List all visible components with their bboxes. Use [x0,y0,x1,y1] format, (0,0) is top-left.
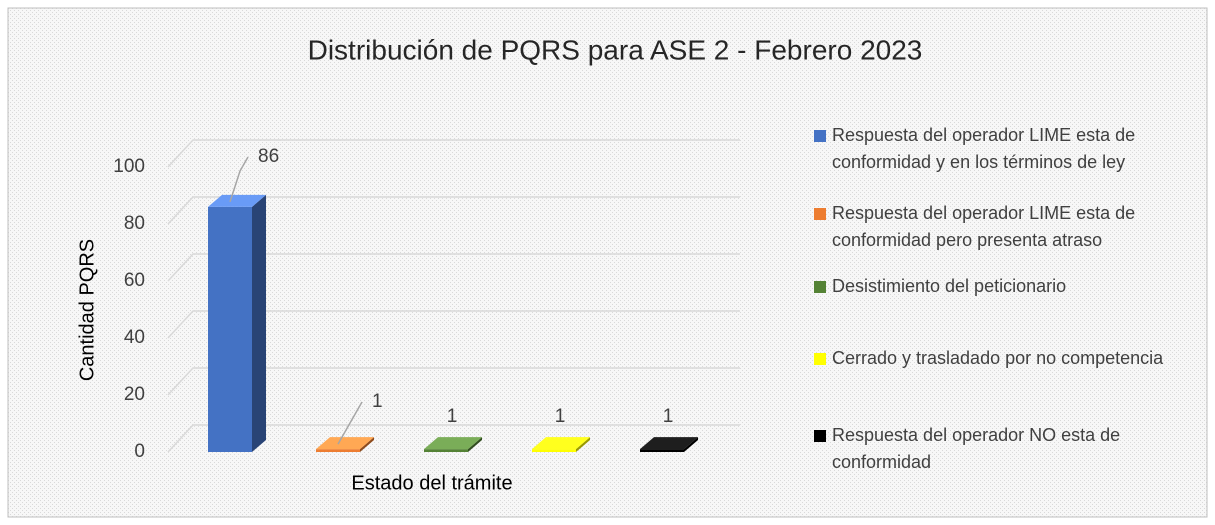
y-tick-label: 40 [124,327,145,348]
chart-title: Distribución de PQRS para ASE 2 - Febrer… [308,34,923,65]
y-tick-label: 80 [124,213,145,234]
data-label: 86 [258,146,279,167]
legend-swatch [814,430,826,442]
chart-background [7,7,1208,518]
data-label: 1 [663,406,674,427]
bar-side [576,437,590,452]
legend-item: Respuesta del operador NO esta de confor… [814,422,1204,476]
grid-line [167,367,740,396]
bar-side [360,437,374,452]
bar [316,449,360,452]
bar-side [684,437,698,452]
bar-side [252,194,266,452]
bar-top [640,437,698,450]
bar-side [468,437,482,452]
bar-top [208,194,266,207]
legend-label: Respuesta del operador NO esta de confor… [832,425,1121,472]
legend-label: Desistimiento del peticionario [832,276,1067,296]
y-tick-label: 20 [124,384,145,405]
grid-line [167,196,740,225]
legend-item: Respuesta del operador LIME esta de conf… [814,122,1204,176]
leader-line [229,156,249,203]
legend-item: Respuesta del operador LIME esta de conf… [814,200,1204,254]
bar [640,449,684,452]
legend-item: Cerrado y trasladado por no competencia [814,345,1204,372]
grid-line [167,310,740,339]
legend-swatch [814,208,826,220]
x-axis-label: Estado del trámite [351,472,512,494]
y-tick-label: 0 [134,441,145,462]
grid-line [167,253,740,282]
y-tick-label: 100 [113,156,145,177]
bar [424,449,468,452]
legend-swatch [814,281,826,293]
leader-line [337,401,363,445]
bar [532,449,576,452]
legend-label: Respuesta del operador LIME esta de conf… [832,125,1136,172]
grid-line [167,139,740,168]
bar [208,206,252,452]
legend-label: Cerrado y trasladado por no competencia [832,348,1164,368]
grid-line [167,424,740,453]
legend-swatch [814,130,826,142]
legend-item: Desistimiento del peticionario [814,273,1204,300]
bar-top [316,437,374,450]
data-label: 1 [555,406,566,427]
bar-top [424,437,482,450]
legend-swatch [814,353,826,365]
bar-top [532,437,590,450]
legend-label: Respuesta del operador LIME esta de conf… [832,203,1136,250]
y-tick-label: 60 [124,270,145,291]
y-axis-label: Cantidad PQRS [76,239,98,381]
data-label: 1 [447,406,458,427]
data-label: 1 [372,391,383,412]
